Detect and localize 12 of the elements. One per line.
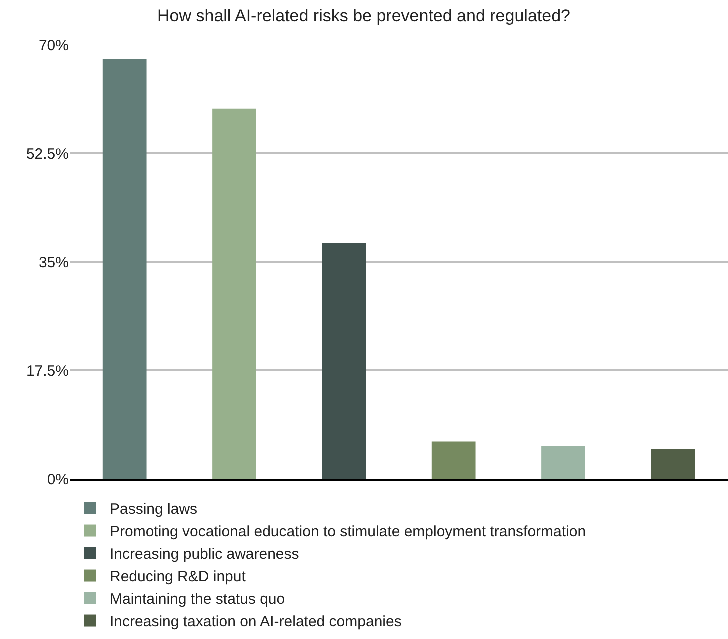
y-tick-label: 70%: [38, 37, 69, 54]
y-tick-label: 52.5%: [26, 146, 69, 163]
legend-label: Promoting vocational education to stimulate employment transformation: [110, 524, 586, 541]
y-tick-label: 35%: [38, 254, 69, 272]
y-tick-label: 0%: [47, 471, 69, 488]
legend-label: Increasing public awareness: [110, 546, 300, 564]
y-tick-label: 17.5%: [26, 362, 69, 380]
legend-label: Passing laws: [110, 501, 198, 518]
legend-label: Reducing R&D input: [110, 568, 247, 586]
legend-label: Increasing taxation on AI-related companies: [110, 614, 402, 631]
legend-label: Maintaining the status quo: [110, 591, 286, 608]
chart-title: How shall AI-related risks be prevented and regulated?: [158, 6, 570, 26]
